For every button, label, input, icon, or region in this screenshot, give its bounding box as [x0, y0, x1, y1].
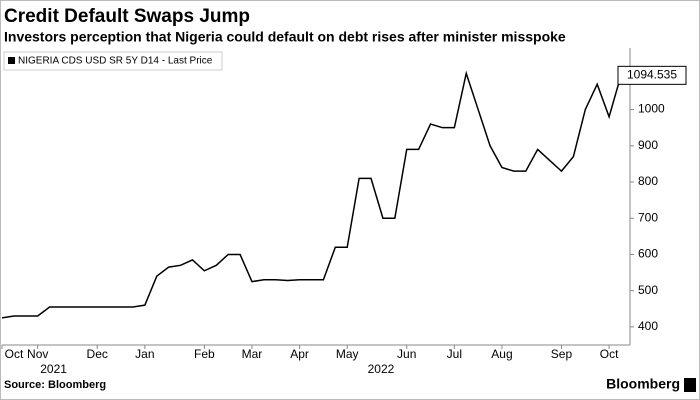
last-value-box: [617, 65, 687, 85]
y-tick-label: 700: [638, 210, 658, 224]
chart-title: Credit Default Swaps Jump: [4, 6, 250, 27]
y-tick-label: 800: [638, 174, 658, 188]
x-tick-label: May: [336, 347, 359, 361]
last-value-label: 1094.535: [627, 68, 677, 82]
x-tick-label: Apr: [290, 347, 309, 361]
x-tick-label: Sep: [551, 347, 573, 361]
x-tick-label: Oct: [600, 347, 619, 361]
x-tick-label: Feb: [194, 347, 215, 361]
x-group-label: 2022: [368, 362, 395, 376]
x-tick-label: Nov: [27, 347, 48, 361]
brand: Bloomberg: [606, 376, 680, 392]
y-tick-label: 400: [638, 319, 658, 333]
y-tick-label: 600: [638, 247, 658, 261]
chart-subtitle: Investors perception that Nigeria could …: [4, 29, 566, 45]
x-tick-label: Jul: [447, 347, 462, 361]
y-tick-label: 1000: [638, 102, 665, 116]
legend-box: [3, 51, 223, 71]
legend-label: NIGERIA CDS USD SR 5Y D14 - Last Price: [18, 56, 213, 67]
x-tick-label: Mar: [242, 347, 263, 361]
y-tick-label: 900: [638, 138, 658, 152]
line-series: [1, 70, 622, 319]
x-tick-label: Oct: [5, 347, 24, 361]
x-tick-label: Dec: [87, 347, 108, 361]
x-tick-label: Jan: [135, 347, 154, 361]
brand-icon: [684, 378, 696, 392]
legend-swatch: [8, 57, 15, 64]
x-group-label: 2021: [40, 362, 67, 376]
x-tick-label: Jun: [397, 347, 416, 361]
source: Source: Bloomberg: [4, 379, 106, 391]
y-tick-label: 500: [638, 283, 658, 297]
x-tick-label: Aug: [491, 347, 512, 361]
